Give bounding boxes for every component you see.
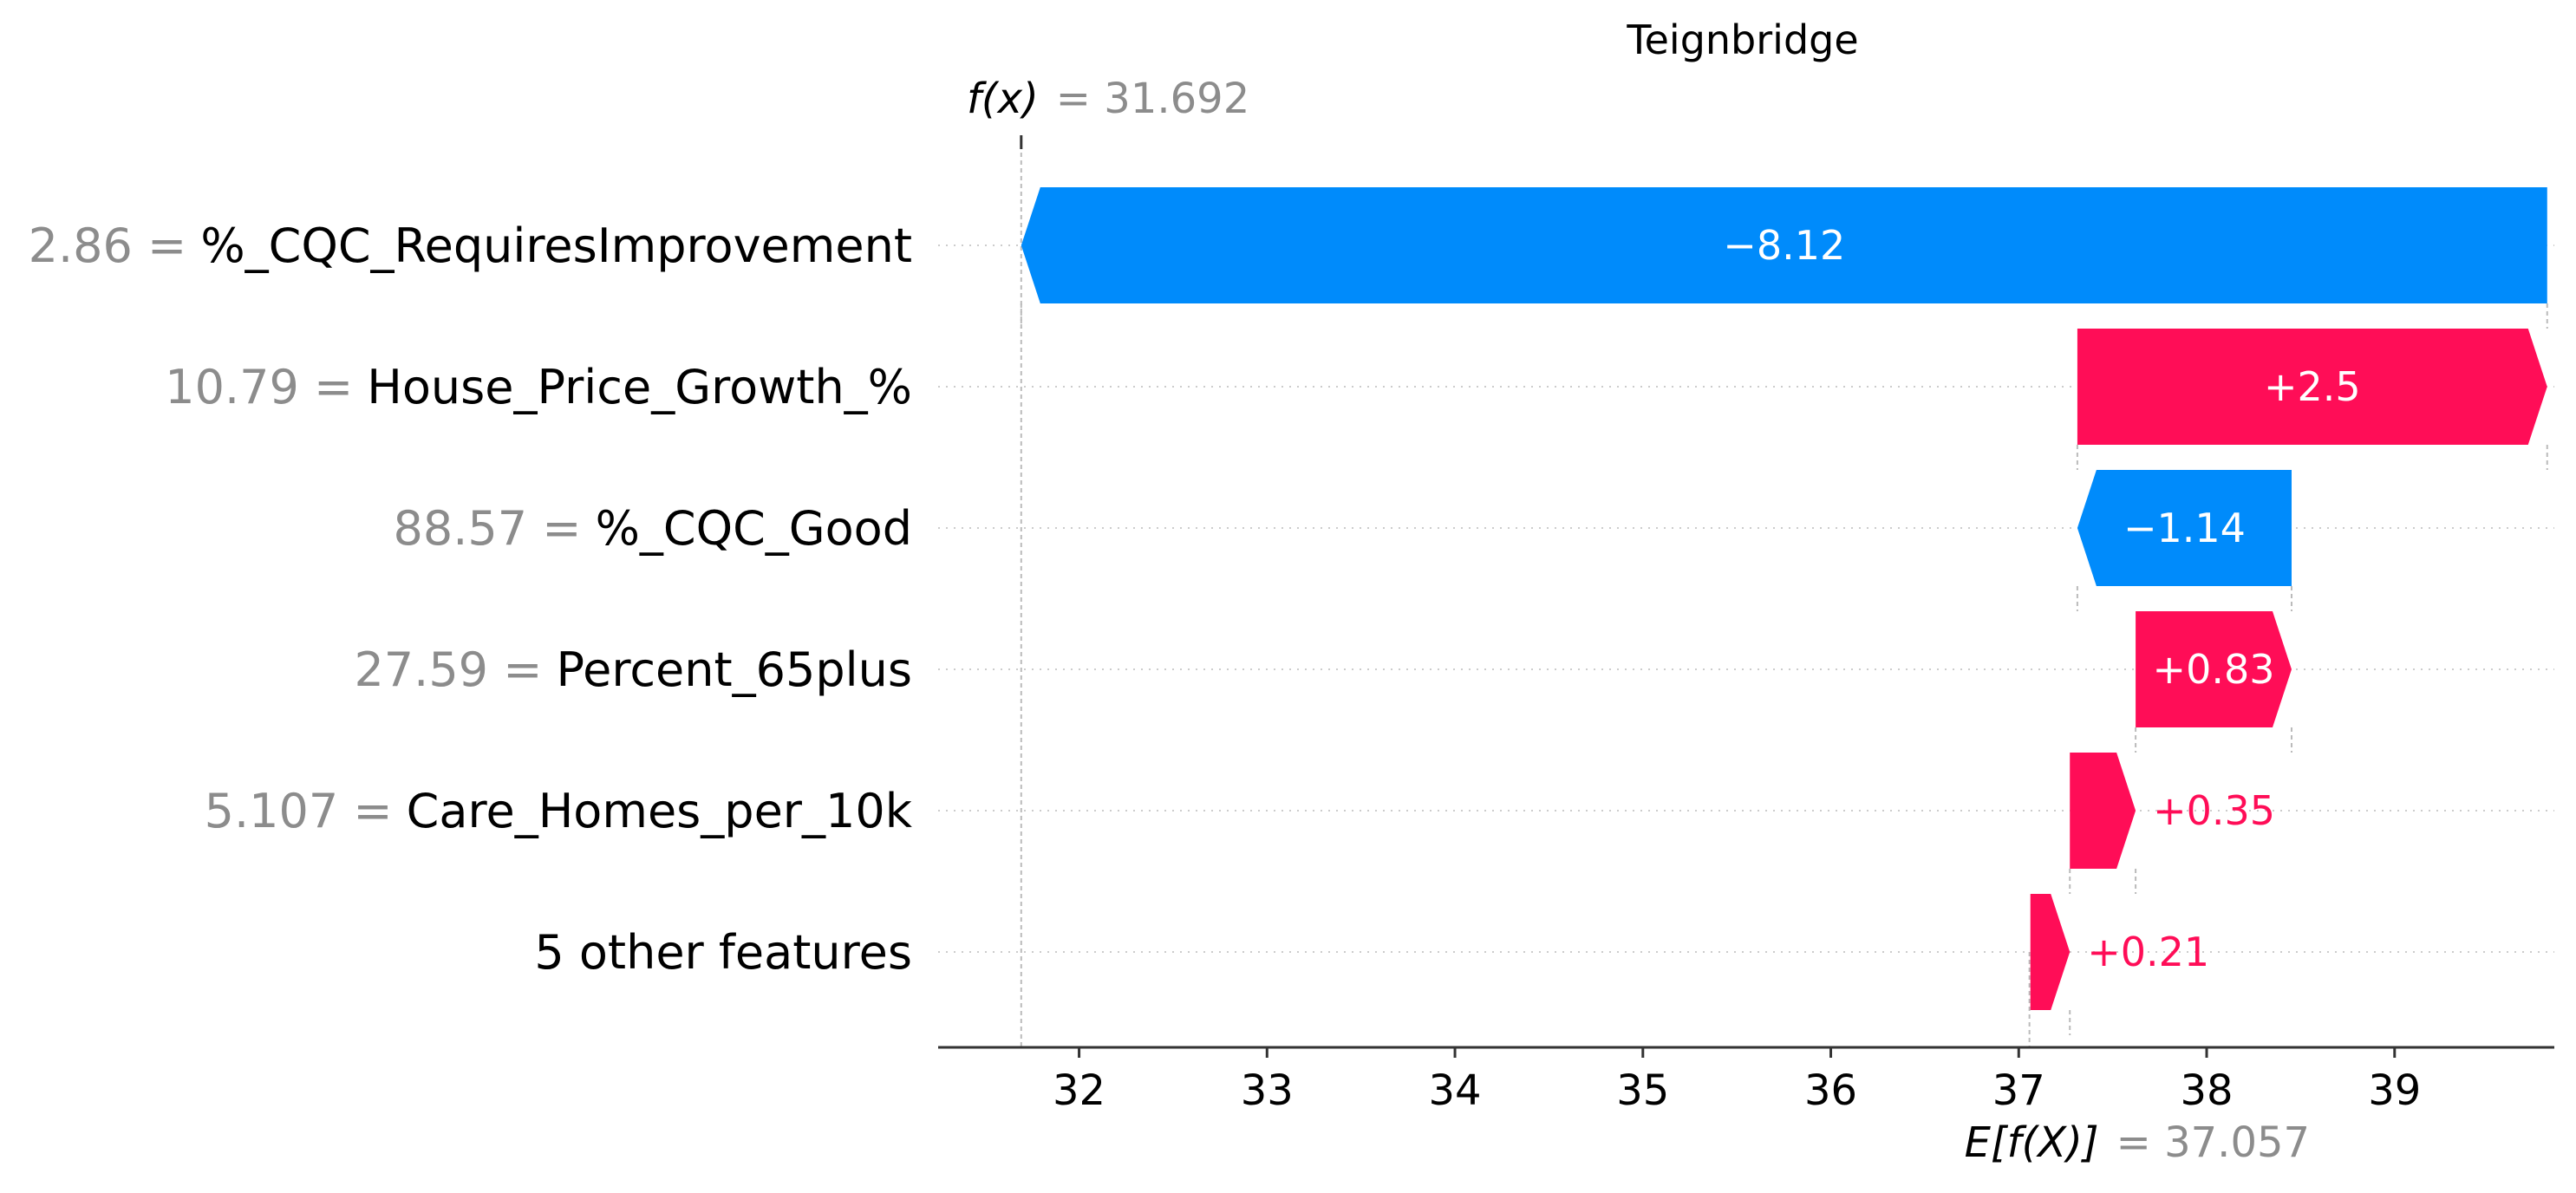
- feature-value: 88.57 =: [394, 501, 582, 556]
- x-tick-label: 36: [1804, 1066, 1857, 1115]
- positive-contribution-bar: [2077, 329, 2547, 445]
- feature-value: 5.107 =: [205, 784, 393, 838]
- positive-contribution-bar: [2136, 611, 2292, 727]
- bars-layer: [1021, 187, 2547, 1010]
- x-tick-label: 32: [1053, 1066, 1105, 1115]
- feature-name: House_Price_Growth_%: [367, 360, 912, 414]
- x-tick-label: 39: [2368, 1066, 2421, 1115]
- x-tick-label: 34: [1429, 1066, 1482, 1115]
- contribution-label: +0.35: [2153, 787, 2275, 834]
- contribution-label: −1.14: [2123, 505, 2246, 551]
- contribution-label: +0.21: [2087, 929, 2209, 975]
- positive-contribution-bar: [2030, 894, 2071, 1010]
- x-tick-label: 37: [1992, 1066, 2045, 1115]
- fx-label: f(x): [967, 75, 1039, 123]
- x-tick-label: 33: [1241, 1066, 1294, 1115]
- feature-name: 5 other features: [534, 925, 912, 980]
- contribution-label: +2.5: [2264, 363, 2361, 410]
- positive-contribution-bar: [2070, 753, 2136, 869]
- contribution-label: −8.12: [1723, 222, 1845, 269]
- feature-name: Percent_65plus: [556, 642, 912, 697]
- grid-layer: [938, 135, 2554, 1047]
- negative-contribution-bar: [1021, 187, 2547, 303]
- contribution-label: +0.83: [2153, 646, 2275, 693]
- x-axis: 32 33 34 35 36 37 38 39: [938, 1046, 2554, 1115]
- fx-value: = 31.692: [1056, 75, 1249, 123]
- feature-value: 2.86 =: [29, 218, 187, 273]
- chart-title: Teignbridge: [1626, 16, 1858, 63]
- feature-value: 27.59 =: [354, 642, 542, 697]
- negative-contribution-bar: [2077, 470, 2292, 586]
- feature-value: 10.79 =: [165, 360, 353, 414]
- feature-name: %_CQC_Good: [596, 501, 912, 556]
- feature-name: %_CQC_RequiresImprovement: [200, 218, 912, 273]
- feature-name: Care_Homes_per_10k: [407, 784, 913, 838]
- ex-value: = 37.057: [2116, 1118, 2310, 1167]
- x-tick-label: 35: [1616, 1066, 1669, 1115]
- x-tick-label: 38: [2180, 1066, 2233, 1115]
- ex-label: E[f(X)]: [1965, 1118, 2099, 1167]
